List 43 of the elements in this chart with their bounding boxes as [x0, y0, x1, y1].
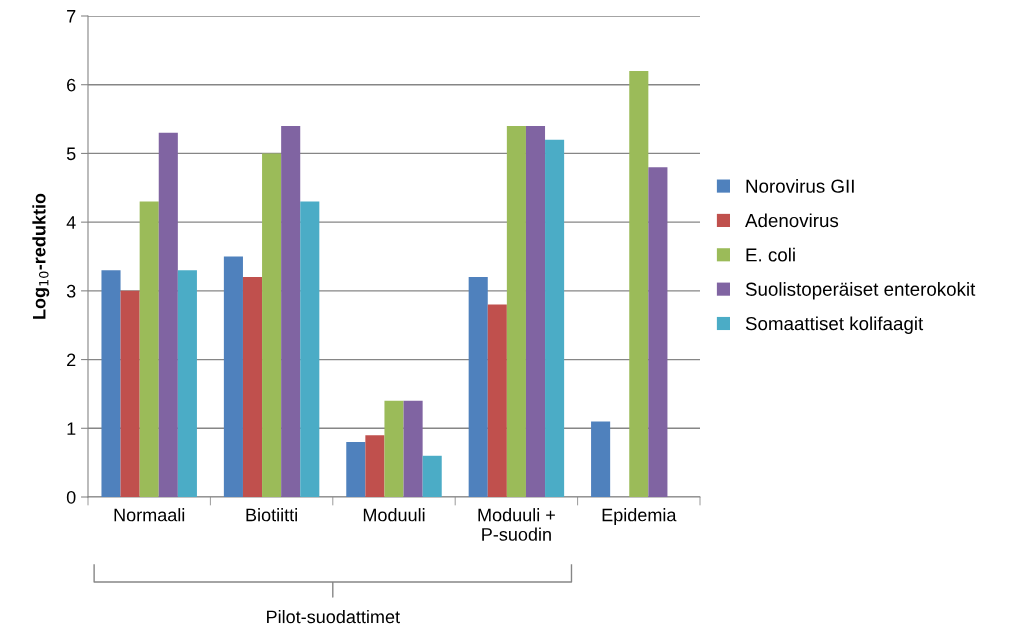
text: Pilot-suodattimet	[267, 610, 400, 624]
bar	[629, 70, 649, 497]
y-tick-label: 3	[66, 284, 76, 298]
y-axis-title: Log$_{10}$-reduktio	[32, 193, 50, 319]
bar	[545, 139, 565, 497]
bar	[281, 125, 301, 497]
x-tick-label: Moduuli	[363, 508, 425, 522]
bar	[262, 153, 282, 497]
bar	[242, 277, 263, 497]
bar	[101, 270, 121, 497]
bar	[648, 167, 668, 497]
y-tick-label: 4	[66, 216, 76, 229]
bar	[422, 455, 442, 497]
x-tick-label: Epidemia	[602, 508, 677, 525]
legend-label: Somaattiset kolifaagit	[745, 316, 924, 334]
legend-label: Suolistoperäiset enterokokit	[745, 282, 976, 300]
bar	[525, 125, 546, 497]
legend-label: Adenovirus	[745, 213, 839, 228]
bar	[139, 201, 159, 497]
bar	[177, 270, 197, 497]
bar	[300, 201, 320, 497]
y-tick-label: 5	[66, 147, 76, 161]
bar	[365, 435, 385, 497]
y-tick-label: 0	[66, 490, 76, 504]
x-tick-label: Normaali	[114, 508, 185, 522]
x-tick-label: Moduuli + P-suodin	[478, 508, 555, 541]
bar	[223, 256, 243, 497]
bar	[487, 304, 507, 497]
legend-label: Norovirus GII	[746, 179, 854, 193]
bar	[403, 400, 423, 497]
bar	[468, 277, 488, 497]
bar	[384, 400, 404, 497]
bar	[120, 290, 140, 497]
bar	[506, 125, 526, 497]
y-tick-label: 6	[67, 78, 76, 92]
x-tick-label: Biotiitti	[246, 508, 297, 522]
y-tick-label: 1	[67, 422, 76, 435]
y-tick-label: 7	[67, 10, 76, 23]
bar	[158, 132, 178, 497]
bar	[346, 442, 366, 497]
legend-label: E. coli	[746, 247, 795, 262]
y-tick-label: 2	[67, 353, 76, 367]
bar	[591, 421, 611, 497]
